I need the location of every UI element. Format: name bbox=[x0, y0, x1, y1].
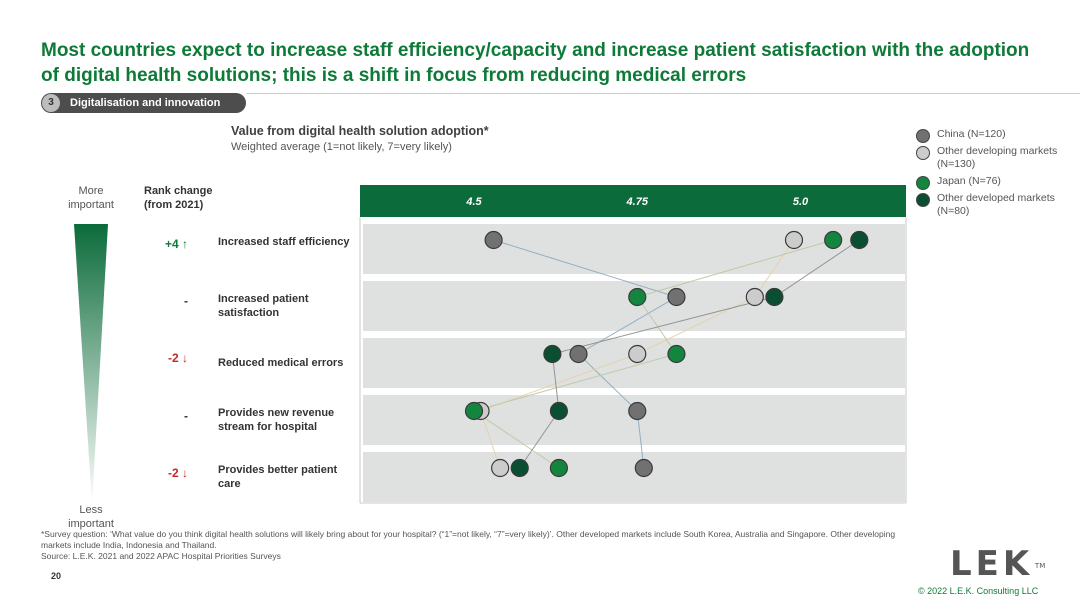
legend-marker-other-developed bbox=[916, 193, 930, 207]
data-point-china bbox=[667, 287, 686, 307]
legend-marker-japan bbox=[916, 176, 930, 190]
legend-label-other-developing: Other developing markets (N=130) bbox=[937, 145, 1058, 170]
row-band bbox=[363, 452, 905, 502]
rank-change-patient-care: -2 ↓ bbox=[167, 466, 188, 480]
legend-item-other-developed: Other developed markets (N=80) bbox=[916, 192, 1076, 218]
section-tag: 3 Digitalisation and innovation bbox=[41, 93, 246, 113]
row-label-patient-care: Provides better patient care bbox=[218, 464, 338, 490]
data-point-other-developed bbox=[510, 458, 529, 478]
rank-change-medical-errors: -2 ↓ bbox=[167, 351, 188, 365]
legend-label-japan: Japan (N=76) bbox=[937, 175, 1001, 187]
data-point-other-developed bbox=[765, 287, 784, 307]
x-tick-label: 4.5 bbox=[465, 196, 482, 208]
row-band bbox=[363, 338, 905, 388]
legend-item-china: China (N=120) bbox=[916, 128, 1076, 143]
rank-change-patient-satisfaction: - bbox=[184, 294, 188, 308]
section-label: Digitalisation and innovation bbox=[70, 97, 221, 109]
footnote-survey: *Survey question: ‘What value do you thi… bbox=[41, 529, 896, 550]
axis-header-bar bbox=[360, 185, 906, 217]
data-point-other-developed bbox=[543, 344, 562, 364]
logo-text: LEK bbox=[950, 544, 1034, 584]
x-tick-label: 4.75 bbox=[626, 196, 649, 208]
page-number: 20 bbox=[51, 571, 62, 581]
importance-gradient-wedge bbox=[74, 224, 108, 505]
chart-legend: China (N=120) Other developing markets (… bbox=[916, 128, 1076, 222]
data-point-other-developing bbox=[628, 344, 647, 364]
data-point-china bbox=[484, 230, 503, 250]
logo-trademark: TM bbox=[1034, 562, 1046, 570]
row-label-staff-efficiency: Increased staff efficiency bbox=[218, 236, 350, 248]
page-title: Most countries expect to increase staff … bbox=[41, 40, 1030, 86]
row-label-revenue-stream: Provides new revenue stream for hospital bbox=[218, 407, 335, 433]
data-point-other-developing bbox=[491, 458, 510, 478]
legend-item-other-developing: Other developing markets (N=130) bbox=[916, 145, 1076, 171]
row-label-medical-errors: Reduced medical errors bbox=[218, 357, 344, 369]
legend-label-china: China (N=120) bbox=[937, 128, 1006, 140]
data-point-china bbox=[569, 344, 588, 364]
row-band bbox=[363, 281, 905, 331]
data-point-other-developing bbox=[784, 230, 804, 250]
row-band bbox=[363, 395, 905, 445]
chart-subtitle: Weighted average (1=not likely, 7=very l… bbox=[231, 141, 452, 153]
more-important-label: More important bbox=[68, 185, 114, 211]
data-point-japan bbox=[549, 458, 569, 478]
data-point-japan bbox=[464, 401, 484, 421]
x-tick-label: 5.0 bbox=[793, 196, 809, 208]
data-point-japan bbox=[667, 344, 686, 364]
less-important-label: Less important bbox=[68, 504, 114, 530]
data-point-other-developed bbox=[549, 401, 569, 421]
chart-title: Value from digital health solution adopt… bbox=[231, 124, 489, 138]
data-point-other-developing bbox=[745, 287, 764, 307]
legend-marker-china bbox=[916, 129, 930, 143]
rank-change-header: Rank change (from 2021) bbox=[144, 185, 213, 211]
legend-label-other-developed: Other developed markets (N=80) bbox=[937, 192, 1055, 217]
legend-item-japan: Japan (N=76) bbox=[916, 175, 1076, 190]
rank-change-staff-efficiency: +4 ↑ bbox=[164, 237, 188, 251]
footnote: *Survey question: ‘What value do you thi… bbox=[41, 529, 921, 562]
data-point-china bbox=[634, 458, 653, 478]
row-label-patient-satisfaction: Increased patient satisfaction bbox=[218, 293, 309, 319]
section-number: 3 bbox=[42, 94, 60, 112]
data-point-other-developed bbox=[850, 230, 869, 250]
footnote-source: Source: L.E.K. 2021 and 2022 APAC Hospit… bbox=[41, 551, 281, 561]
data-point-japan bbox=[628, 287, 647, 307]
data-point-japan bbox=[824, 230, 843, 250]
lek-logo: LEK TM bbox=[950, 544, 1045, 584]
copyright: © 2022 L.E.K. Consulting LLC bbox=[918, 586, 1039, 596]
legend-marker-other-developing bbox=[916, 146, 930, 160]
data-point-china bbox=[628, 401, 647, 421]
section-divider bbox=[246, 93, 1080, 94]
rank-change-revenue-stream: - bbox=[184, 409, 188, 423]
row-band bbox=[363, 224, 905, 274]
